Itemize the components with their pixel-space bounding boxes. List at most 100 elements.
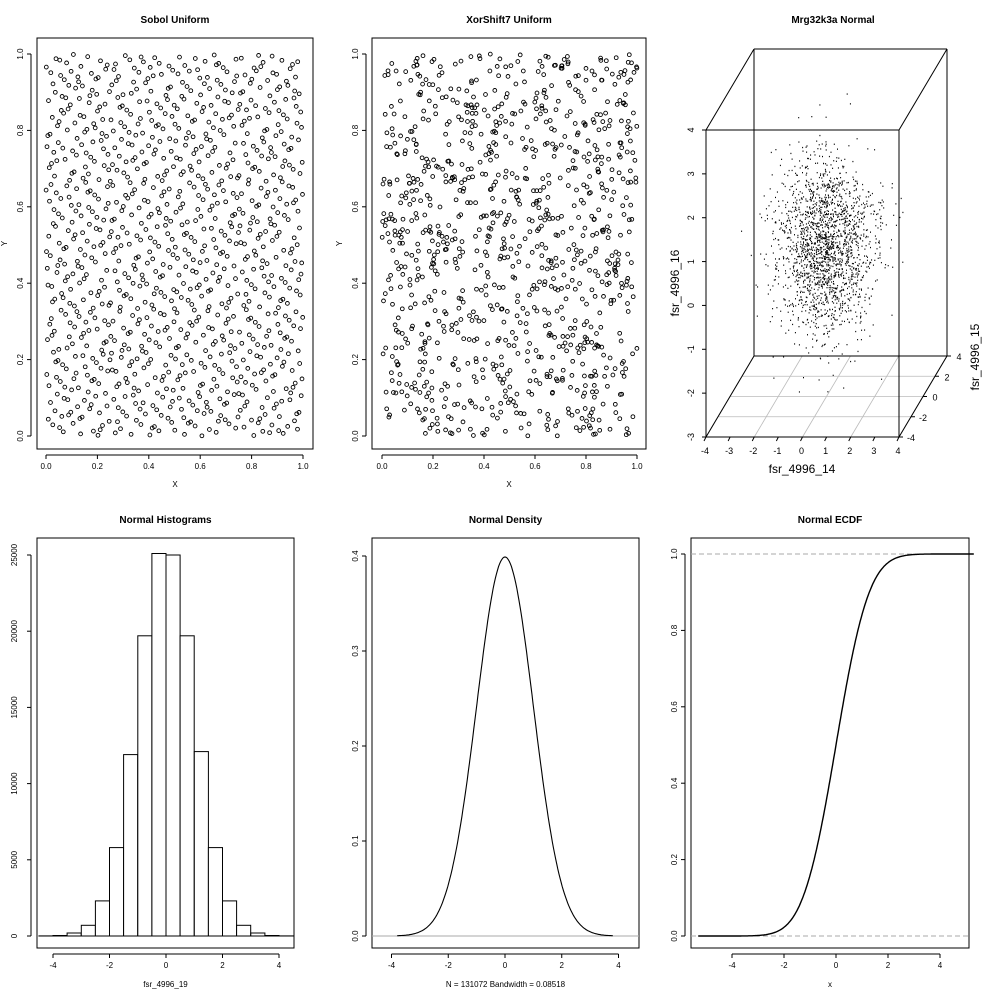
sobol-point	[44, 372, 50, 377]
xorshift-point	[496, 285, 502, 291]
mrg-point	[861, 306, 863, 309]
sobol-point	[299, 260, 305, 266]
sobol-point	[210, 341, 216, 347]
mrg-point	[807, 289, 809, 291]
xorshift-point	[429, 369, 435, 375]
mrg-point	[840, 213, 842, 216]
mrg-point	[813, 305, 814, 307]
mrg-point	[811, 248, 813, 250]
mrg-point	[839, 290, 841, 292]
mrg-point	[835, 264, 837, 266]
mrg-point	[820, 292, 822, 295]
mrg-point	[815, 323, 817, 325]
sobol-point	[107, 234, 113, 240]
mrg-point	[800, 202, 802, 204]
sobol-point	[134, 417, 139, 423]
mrg-point	[796, 294, 798, 296]
sobol-point	[278, 298, 284, 303]
mrg-point	[844, 229, 846, 231]
mrg-point	[831, 224, 833, 226]
sobol-point	[170, 252, 176, 258]
mrg-point	[814, 242, 816, 244]
xorshift-point	[387, 239, 392, 245]
mrg-point	[807, 212, 809, 214]
mrg-point	[803, 291, 805, 293]
mrg-point	[853, 282, 855, 284]
sobol-point	[173, 209, 179, 215]
xorshift-point	[543, 108, 549, 114]
sobol-point	[67, 320, 73, 326]
mrg-point	[852, 197, 854, 199]
mrg-point	[806, 265, 808, 267]
xorshift-point	[534, 244, 540, 249]
mrg-x-tick-label: -4	[701, 446, 709, 456]
sobol-point	[190, 134, 196, 140]
mrg-point	[824, 168, 826, 171]
xorshift-point	[434, 415, 440, 421]
sobol-point	[231, 392, 237, 397]
sobol-point	[109, 367, 115, 373]
xorshift-point	[407, 202, 413, 207]
xorshift-point	[501, 241, 507, 247]
mrg-point	[815, 319, 817, 321]
xorshift-point	[601, 195, 606, 200]
xorshift-point	[449, 327, 455, 333]
mrg-x-tick	[751, 436, 755, 442]
mrg-point	[837, 200, 839, 202]
sobol-point	[157, 274, 163, 280]
xorshift-point	[619, 285, 625, 291]
mrg-point	[800, 225, 802, 227]
sobol-point	[268, 361, 273, 367]
mrg-point	[815, 162, 817, 164]
mrg-point	[825, 194, 826, 196]
xorshift-point	[469, 146, 475, 151]
mrg-point	[845, 243, 847, 245]
mrg-point	[811, 253, 813, 255]
mrg-point	[804, 258, 806, 260]
xorshift-point	[398, 284, 403, 290]
sobol-point	[173, 345, 179, 351]
mrg-point	[858, 288, 860, 290]
mrg-point	[864, 310, 866, 313]
sobol-point	[173, 356, 178, 362]
mrg-point	[867, 205, 869, 207]
sobol-point	[204, 399, 209, 405]
mrg-point	[771, 218, 773, 220]
sobol-point	[195, 173, 201, 179]
xorshift-x-tick-label: 0.8	[580, 462, 592, 471]
xorshift-point	[581, 200, 586, 206]
mrg-point	[848, 276, 850, 279]
mrg-point	[833, 280, 834, 283]
mrg-point	[848, 321, 850, 323]
sobol-point	[100, 240, 106, 245]
mrg-z-tick-label: -3	[686, 433, 696, 441]
mrg-point	[809, 215, 810, 218]
mrg-point	[784, 299, 786, 301]
xorshift-point	[588, 373, 593, 379]
mrg-point	[815, 314, 816, 316]
mrg-point	[843, 210, 845, 212]
sobol-point	[78, 431, 83, 437]
xorshift-point	[409, 129, 415, 134]
xorshift-point	[427, 202, 433, 208]
mrg-point	[832, 185, 834, 187]
sobol-point	[155, 174, 161, 179]
mrg-point	[885, 264, 887, 266]
sobol-point	[208, 409, 214, 414]
xorshift-point	[383, 345, 389, 351]
sobol-point	[222, 232, 228, 238]
mrg-point	[810, 255, 812, 258]
xorshift-point	[523, 321, 529, 326]
sobol-point	[211, 376, 217, 382]
sobol-point	[127, 180, 133, 186]
sobol-point	[271, 172, 276, 178]
mrg-point	[819, 261, 821, 264]
mrg-point	[854, 268, 856, 270]
mrg-point	[816, 295, 818, 297]
mrg-point	[771, 245, 772, 247]
xorshift-point	[585, 159, 590, 164]
sobol-point	[57, 57, 63, 63]
xorshift-point	[546, 180, 552, 186]
xorshift-point	[390, 248, 396, 253]
sobol-point	[287, 397, 293, 403]
